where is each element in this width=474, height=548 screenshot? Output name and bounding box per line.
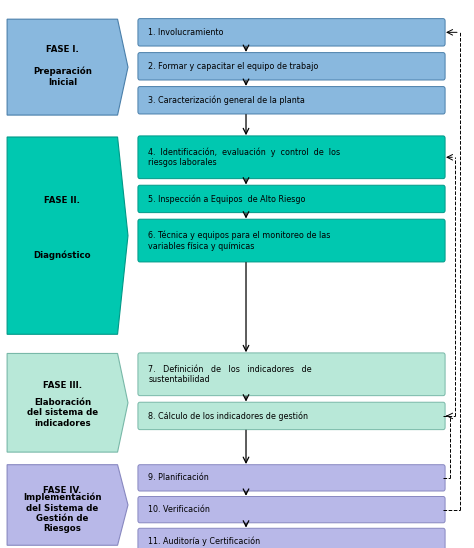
Text: Preparación
Inicial: Preparación Inicial <box>33 67 92 87</box>
Text: FASE I.: FASE I. <box>46 45 79 54</box>
Polygon shape <box>7 465 128 545</box>
Text: 1. Involucramiento: 1. Involucramiento <box>148 28 224 37</box>
FancyBboxPatch shape <box>138 53 445 80</box>
FancyBboxPatch shape <box>138 353 445 396</box>
FancyBboxPatch shape <box>138 136 445 179</box>
Text: 11. Auditoría y Certificación: 11. Auditoría y Certificación <box>148 536 261 546</box>
Polygon shape <box>7 19 128 115</box>
Text: 5. Inspección a Equipos  de Alto Riesgo: 5. Inspección a Equipos de Alto Riesgo <box>148 194 306 204</box>
FancyBboxPatch shape <box>138 465 445 491</box>
Text: Elaboración
del sistema de
indicadores: Elaboración del sistema de indicadores <box>27 398 98 427</box>
Text: Implementación
del Sistema de
Gestión de
Riesgos: Implementación del Sistema de Gestión de… <box>23 493 101 533</box>
Text: Diagnóstico: Diagnóstico <box>34 250 91 260</box>
Text: 3. Caracterización general de la planta: 3. Caracterización general de la planta <box>148 95 305 105</box>
FancyBboxPatch shape <box>138 528 445 548</box>
Text: 8. Cálculo de los indicadores de gestión: 8. Cálculo de los indicadores de gestión <box>148 411 309 421</box>
FancyBboxPatch shape <box>138 19 445 46</box>
Polygon shape <box>7 137 128 334</box>
Text: FASE III.: FASE III. <box>43 380 82 390</box>
FancyBboxPatch shape <box>138 496 445 523</box>
Text: FASE IV.: FASE IV. <box>43 486 82 495</box>
Text: 6. Técnica y equipos para el monitoreo de las
variables física y químicas: 6. Técnica y equipos para el monitoreo d… <box>148 231 331 250</box>
FancyBboxPatch shape <box>138 87 445 114</box>
FancyBboxPatch shape <box>138 185 445 213</box>
Polygon shape <box>7 353 128 452</box>
Text: 9. Planificación: 9. Planificación <box>148 473 209 482</box>
Text: 2. Formar y capacitar el equipo de trabajo: 2. Formar y capacitar el equipo de traba… <box>148 62 319 71</box>
Text: FASE II.: FASE II. <box>45 196 80 204</box>
FancyBboxPatch shape <box>138 219 445 262</box>
Text: 7.   Definición   de   los   indicadores   de
sustentabilidad: 7. Definición de los indicadores de sust… <box>148 364 312 384</box>
Text: 4.  Identificación,  evaluación  y  control  de  los
riesgos laborales: 4. Identificación, evaluación y control … <box>148 147 340 167</box>
Text: 10. Verificación: 10. Verificación <box>148 505 210 514</box>
FancyBboxPatch shape <box>138 402 445 430</box>
